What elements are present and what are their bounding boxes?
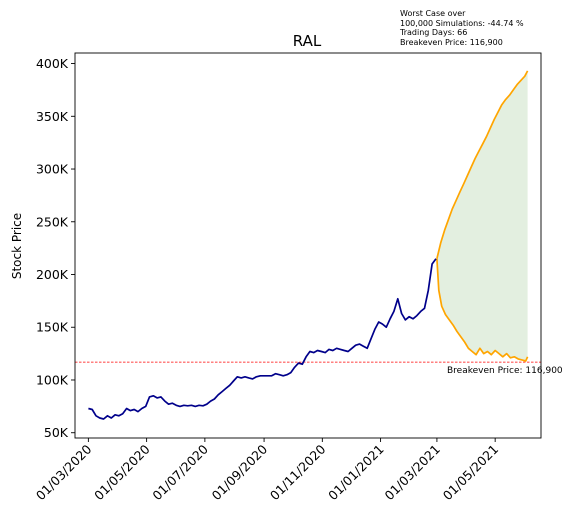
y-tick-label: 400K <box>36 56 69 71</box>
breakeven-label: Breakeven Price: 116,900 <box>447 366 563 376</box>
history-line <box>88 258 437 420</box>
y-tick-label: 350K <box>36 109 69 124</box>
info-line: Breakeven Price: 116,900 <box>400 37 503 47</box>
y-tick-label: 150K <box>36 320 69 335</box>
projection-upper-line <box>436 70 529 259</box>
y-tick-label: 100K <box>36 372 69 387</box>
simulation-info: Worst Case over 100,000 Simulations: -44… <box>400 9 524 47</box>
chart-title: RAL <box>293 32 322 50</box>
projection-lower-line <box>436 258 529 362</box>
info-line: 100,000 Simulations: -44.74 % <box>400 18 524 28</box>
info-line: Trading Days: 66 <box>400 28 468 37</box>
info-line: Worst Case over <box>400 9 466 18</box>
y-tick-label: 300K <box>36 162 69 177</box>
y-tick-label: 200K <box>36 267 69 282</box>
y-axis-label: Stock Price <box>10 213 24 279</box>
plot-frame <box>74 52 542 439</box>
y-tick-label: 250K <box>36 214 69 229</box>
y-tick-label: 50K <box>44 425 69 440</box>
projection-band <box>436 70 528 362</box>
